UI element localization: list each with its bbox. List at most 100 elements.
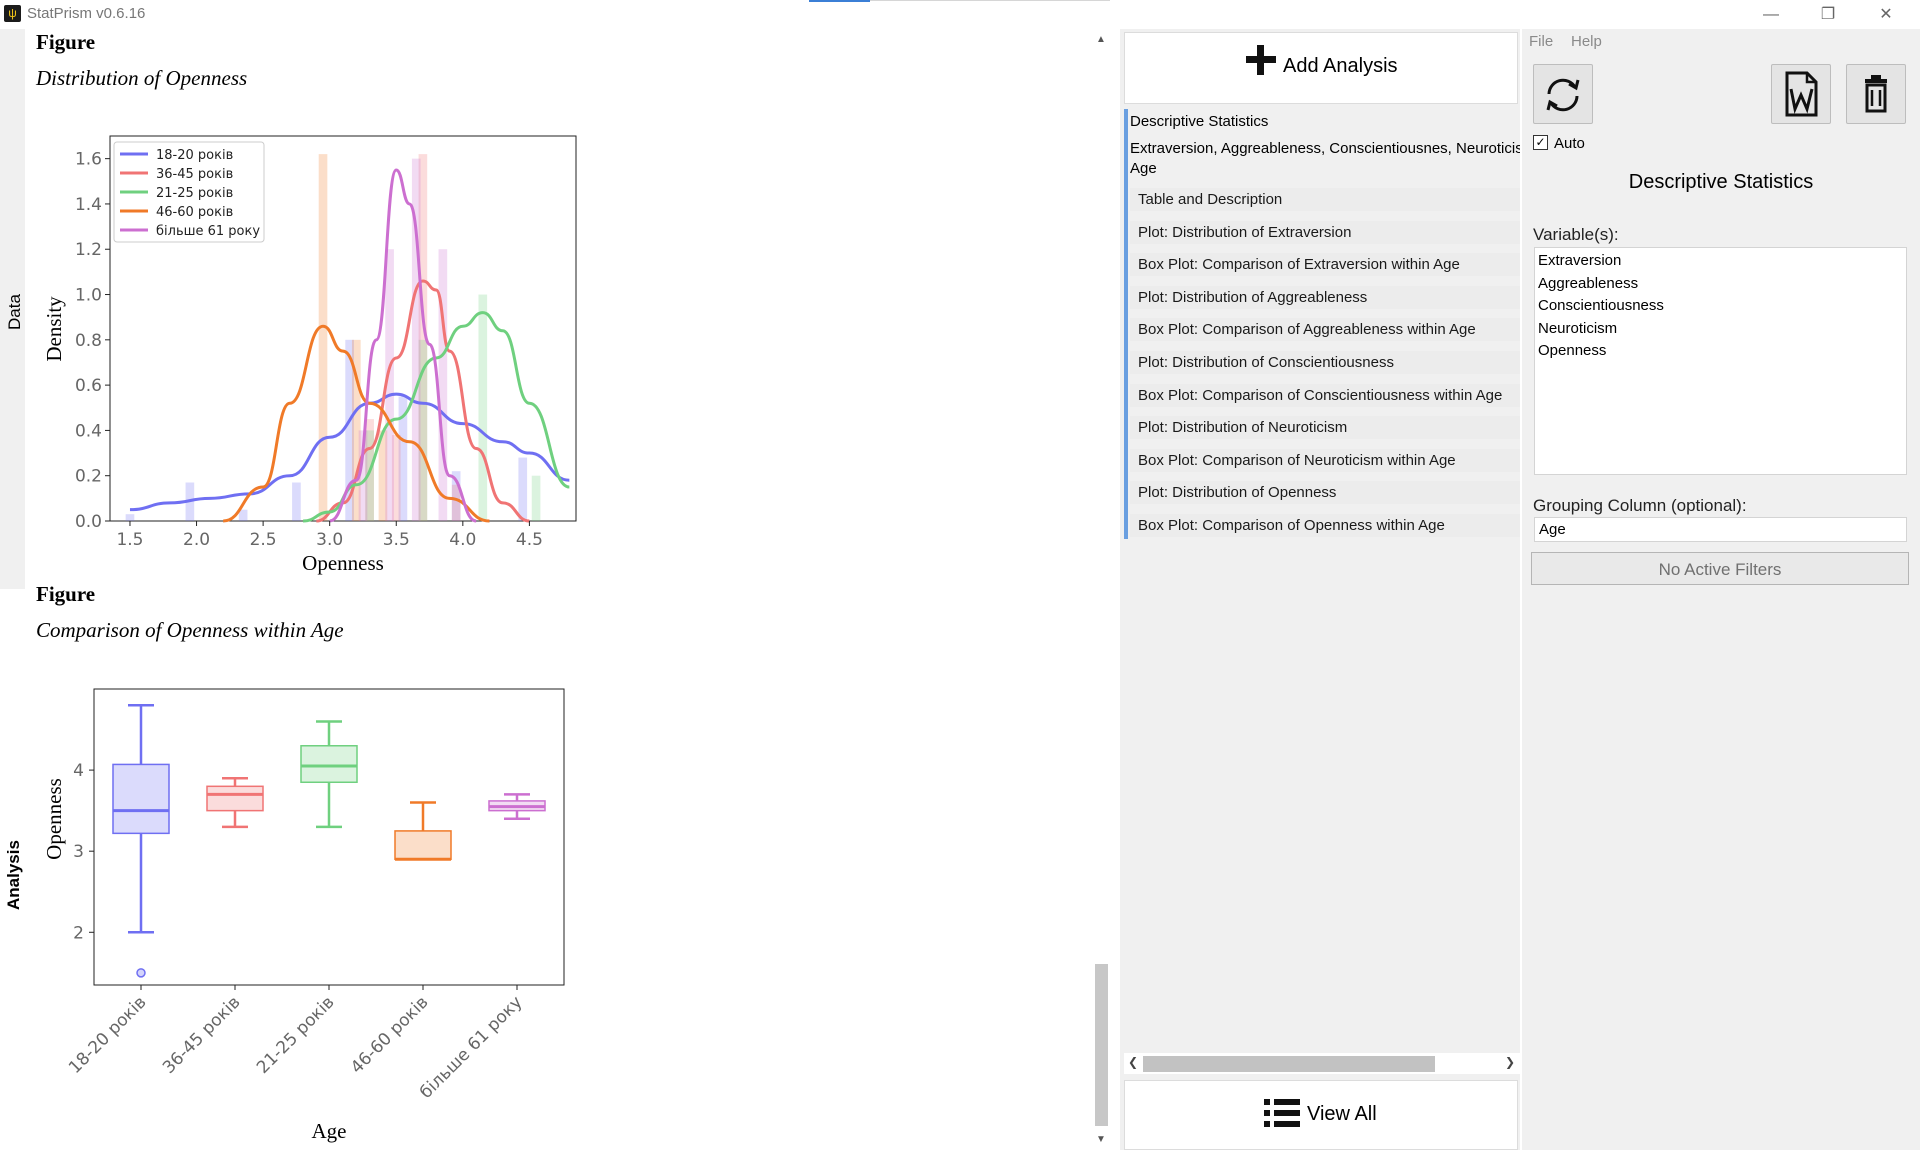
histogram-bar — [451, 484, 461, 521]
histogram-bar — [391, 434, 401, 521]
analysis-item[interactable]: Box Plot: Comparison of Openness within … — [1130, 514, 1520, 537]
menu-file[interactable]: File — [1529, 33, 1554, 50]
variables-list[interactable]: Extraversion Aggreableness Conscientiousne… — [1534, 247, 1907, 475]
grouping-label: Grouping Column (optional): — [1533, 496, 1747, 515]
y-tick-label: 0.6 — [75, 376, 102, 396]
add-analysis-button[interactable]: Add Analysis — [1124, 32, 1518, 104]
group-grouping: Age — [1130, 160, 1157, 177]
group-title[interactable]: Descriptive Statistics — [1130, 113, 1269, 130]
figure-heading: Figure — [36, 30, 96, 54]
histogram-bar — [125, 514, 135, 521]
box — [206, 785, 264, 812]
kde-line — [222, 324, 490, 523]
variable-item[interactable]: Openness — [1538, 342, 1607, 359]
view-all-button[interactable]: View All — [1124, 1080, 1518, 1150]
legend-label: 18-20 років — [156, 148, 233, 163]
x-tick-label: 46-60 років — [347, 992, 433, 1078]
export-word-button[interactable] — [1771, 64, 1831, 124]
analysis-item[interactable]: Box Plot: Comparison of Conscientiousnes… — [1130, 383, 1520, 407]
grouping-field[interactable]: Age — [1534, 517, 1907, 542]
side-tab-strip — [0, 29, 25, 589]
box-plot-chart: 2 3 4 18-20 років 36-45 років 21-25 років 46-… — [42, 688, 565, 1143]
distribution-chart: 1.5 2.0 2.5 3.0 3.5 4.0 4.5 0.0 0.2 0.4 0.6 0.8 1.0… — [42, 135, 577, 575]
y-tick-label: 0.8 — [75, 331, 102, 351]
scroll-down-icon[interactable]: ▼ — [1096, 1134, 1106, 1145]
delete-button[interactable] — [1846, 64, 1906, 124]
menu-help[interactable]: Help — [1571, 33, 1602, 50]
hscrollbar-thumb[interactable] — [1143, 1056, 1435, 1072]
x-tick-label: 4.5 — [516, 530, 543, 550]
scrollbar-thumb[interactable] — [1095, 964, 1108, 1126]
x-tick-label: 18-20 років — [65, 992, 151, 1078]
analysis-item[interactable]: Box Plot: Comparison of Neuroticism with… — [1130, 448, 1520, 472]
restore-button[interactable]: ❐ — [1820, 6, 1836, 23]
figure-subtitle: Distribution of Openness — [36, 66, 248, 90]
x-tick-label: 4.0 — [449, 530, 476, 550]
analysis-list-panel — [1120, 29, 1520, 1150]
scroll-up-icon[interactable]: ▲ — [1096, 34, 1106, 45]
x-tick-label: 3.0 — [316, 530, 343, 550]
plus-icon — [1244, 43, 1278, 77]
close-button[interactable]: ✕ — [1879, 6, 1893, 23]
auto-checkbox[interactable]: ✓ — [1533, 135, 1548, 150]
variable-item[interactable]: Aggreableness — [1538, 274, 1639, 292]
histogram-bar — [318, 154, 328, 521]
y-axis-ticks: 0.0 0.2 0.4 0.6 0.8 1.0 1.2 1.4 1.6 — [75, 150, 110, 532]
report-scrollbar[interactable] — [1092, 29, 1111, 1150]
grouping-value: Age — [1539, 521, 1566, 538]
plot-frame — [109, 135, 577, 522]
x-tick-label: 2.5 — [250, 530, 277, 550]
refresh-button[interactable] — [1533, 64, 1593, 124]
y-axis-label: Density — [42, 296, 66, 362]
analysis-item[interactable]: Box Plot: Comparison of Aggreableness wi… — [1130, 318, 1520, 342]
boxes — [112, 703, 546, 978]
histogram-bar — [531, 475, 541, 521]
add-analysis-label: Add Analysis — [1283, 55, 1398, 77]
analysis-item[interactable]: Box Plot: Comparison of Extraversion wit… — [1130, 253, 1520, 277]
y-tick-label: 3 — [73, 842, 84, 862]
auto-label: Auto — [1554, 135, 1585, 152]
y-tick-label: 1.0 — [75, 286, 102, 306]
variables-label: Variable(s): — [1533, 225, 1619, 244]
filters-button[interactable]: No Active Filters — [1531, 552, 1909, 585]
refresh-icon — [1546, 78, 1580, 112]
figure-subtitle-2: Comparison of Openness within Age — [36, 618, 344, 642]
analysis-item[interactable]: Table and Description — [1130, 188, 1520, 211]
legend-box — [113, 141, 265, 243]
analysis-item[interactable]: Plot: Distribution of Extraversion — [1130, 220, 1520, 244]
minimize-button[interactable]: — — [1763, 6, 1779, 23]
app-icon: ψ — [4, 5, 21, 22]
y-tick-label: 1.2 — [75, 240, 102, 260]
histogram-bar — [238, 509, 248, 521]
tab-data[interactable]: Data — [5, 294, 24, 330]
histogram-bar — [378, 430, 388, 521]
legend-label: 21-25 років — [156, 186, 233, 201]
variable-item[interactable]: Neuroticism — [1538, 319, 1618, 337]
word-file-icon — [1785, 71, 1818, 117]
group-variables: Extraversion, Aggreableness, Conscientio… — [1130, 140, 1520, 157]
box — [300, 745, 358, 784]
x-tick-label: більше 61 року — [416, 992, 526, 1102]
histogram-bar — [345, 339, 354, 521]
analysis-item[interactable]: Plot: Distribution of Conscientiousness — [1130, 351, 1520, 374]
y-tick-label: 1.6 — [75, 150, 102, 170]
x-axis-label-2: Age — [312, 1119, 347, 1143]
legend-label: більше 61 року — [156, 224, 260, 239]
analysis-item[interactable]: Plot: Distribution of Aggreableness — [1130, 285, 1520, 309]
x-axis-label: Openness — [302, 551, 384, 575]
analysis-item[interactable]: Plot: Distribution of Openness — [1130, 481, 1520, 505]
histogram-bar — [418, 154, 428, 521]
trash-icon — [1865, 75, 1887, 113]
histogram-bar — [418, 339, 428, 521]
variable-item[interactable]: Conscientiousness — [1538, 297, 1664, 314]
kde-line — [329, 168, 477, 523]
scroll-right-icon[interactable]: ❯ — [1505, 1055, 1516, 1069]
variable-item[interactable]: Extraversion — [1538, 252, 1622, 269]
figure-heading-2: Figure — [36, 582, 96, 606]
x-tick-label: 36-45 років — [159, 992, 245, 1078]
kde-line — [316, 279, 530, 523]
tab-analysis[interactable]: Analysis — [4, 840, 23, 910]
scroll-left-icon[interactable]: ❮ — [1128, 1055, 1139, 1069]
analysis-item[interactable]: Plot: Distribution of Neuroticism — [1130, 416, 1520, 440]
histogram-bars — [125, 154, 541, 521]
